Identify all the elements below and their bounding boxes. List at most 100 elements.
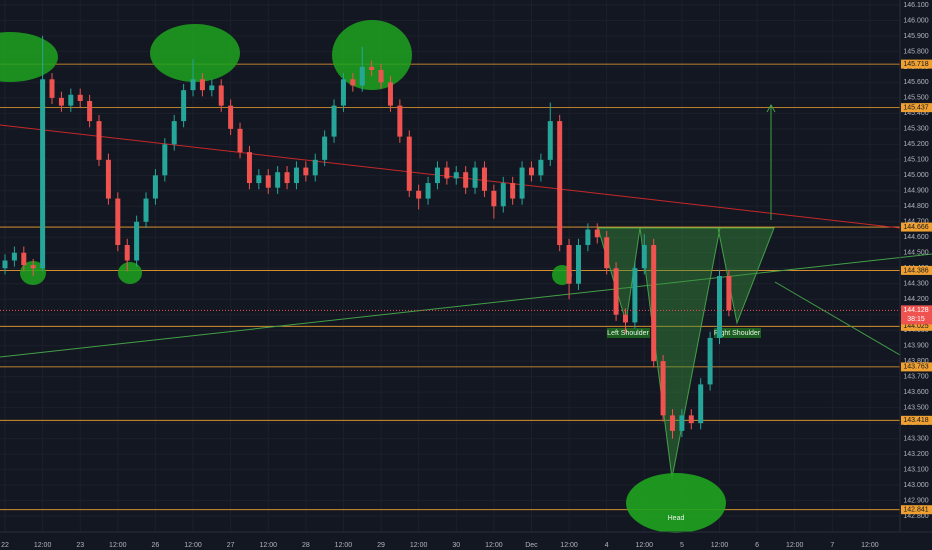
x-tick-label: 26 (152, 542, 160, 549)
label-bg (607, 328, 650, 338)
y-tick-label: 143.600 (903, 389, 928, 396)
level-label: 145.718 (903, 61, 928, 68)
x-tick-label: 12:00 (636, 542, 654, 549)
candle-body (171, 121, 177, 145)
x-tick-label: 12:00 (410, 542, 428, 549)
candle-body (613, 268, 619, 315)
candle-body (641, 245, 647, 269)
candle-body (49, 79, 55, 98)
candle-body (416, 190, 422, 199)
green-trendline (0, 253, 932, 358)
y-tick-label: 145.900 (903, 33, 928, 40)
level-label: 144.386 (903, 267, 928, 274)
candle-body (199, 79, 205, 91)
candle-body (660, 361, 666, 416)
candle-body (11, 252, 17, 261)
label-bg (714, 328, 761, 338)
candle-body (2, 260, 8, 269)
candle-body (632, 268, 638, 323)
candle-body (115, 198, 121, 246)
x-tick-label: 28 (302, 542, 310, 549)
left-shoulder-label: Left Shoulder (607, 330, 649, 337)
highlight (118, 262, 142, 284)
y-tick-label: 143.200 (903, 451, 928, 458)
candle-body (228, 105, 234, 129)
candle-body (698, 384, 704, 424)
last-price-tag (901, 305, 932, 325)
y-tick-label: 143.300 (903, 435, 928, 442)
candle-body (284, 172, 290, 184)
candle-body (134, 221, 140, 261)
candle-body (557, 121, 563, 246)
y-tick-label: 144.700 (903, 219, 928, 226)
candle-body (472, 167, 478, 188)
candle-body (519, 167, 525, 199)
candle-body (190, 79, 196, 91)
y-tick-label: 143.100 (903, 466, 928, 473)
candle-body (500, 183, 506, 207)
x-tick-label: 12:00 (711, 542, 729, 549)
candle-body (340, 79, 346, 106)
y-tick-label: 145.400 (903, 110, 928, 117)
level-label: 144.666 (903, 224, 928, 231)
x-tick-label: 12:00 (861, 542, 879, 549)
candle-body (397, 105, 403, 137)
candle-body (585, 229, 591, 246)
x-tick-label: 12:00 (184, 542, 202, 549)
candle-body (77, 94, 83, 101)
y-tick-label: 145.500 (903, 95, 928, 102)
y-tick-label: 146.100 (903, 2, 928, 9)
candle-body (218, 85, 224, 106)
level-label: 145.437 (903, 104, 928, 111)
candle-body (425, 183, 431, 199)
x-tick-label: 30 (452, 542, 460, 549)
y-tick-label: 145.300 (903, 126, 928, 133)
level-tag (901, 265, 932, 275)
y-tick-label: 146.000 (903, 17, 928, 24)
candle-body (622, 314, 628, 323)
x-tick-label: Dec (525, 542, 538, 549)
candle-body (679, 415, 685, 431)
candle-body (181, 90, 187, 122)
y-tick-label: 142.800 (903, 513, 928, 520)
candle-body (716, 275, 722, 338)
y-tick-label: 145.100 (903, 157, 928, 164)
candle-body (105, 159, 111, 199)
candle-body (331, 105, 337, 137)
candle-body (594, 229, 600, 238)
highlight (0, 32, 58, 82)
pattern-labels: Left Shoulder Right Shoulder Head (607, 328, 761, 522)
y-tick-label: 143.500 (903, 404, 928, 411)
candle-body (378, 70, 384, 83)
x-tick-label: 22 (1, 542, 9, 549)
level-tag (901, 222, 932, 232)
y-tick-label: 144.200 (903, 296, 928, 303)
x-tick-label: 12:00 (259, 542, 277, 549)
x-tick-label: 12:00 (560, 542, 578, 549)
candle-body (322, 136, 328, 160)
candle-body (152, 175, 158, 199)
candle-body (124, 245, 130, 261)
y-tick-label: 143.700 (903, 374, 928, 381)
red-trendline (0, 124, 901, 229)
x-tick-label: 12:00 (109, 542, 127, 549)
y-tick-label: 144.300 (903, 281, 928, 288)
candle-body (528, 167, 534, 176)
candle-body (369, 66, 375, 71)
highlight (150, 24, 240, 82)
head-label: Head (668, 515, 685, 522)
candle-body (575, 245, 581, 284)
y-tick-label: 142.900 (903, 497, 928, 504)
arrow-head (766, 103, 776, 113)
candle-body (434, 167, 440, 184)
candle-body (707, 337, 713, 385)
projection-line (774, 281, 901, 356)
pattern-drawings (0, 20, 932, 533)
x-tick-label: 4 (605, 542, 609, 549)
y-tick-label: 144.600 (903, 234, 928, 241)
level-label: 142.841 (903, 507, 928, 514)
y-tick-label: 145.600 (903, 79, 928, 86)
highlight (626, 473, 726, 533)
countdown-label: 38:15 (907, 316, 925, 323)
